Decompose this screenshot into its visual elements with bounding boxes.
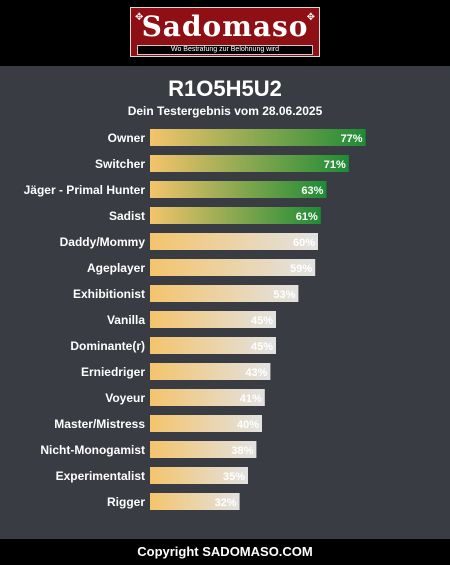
- category-label-sadist: Sadist: [109, 209, 145, 223]
- value-label-rigger: 32%: [215, 497, 237, 509]
- bar-erniedriger: [150, 363, 271, 380]
- bar-rigger: [150, 493, 240, 510]
- category-label-switcher: Switcher: [95, 157, 145, 171]
- bar-voyeur: [150, 389, 265, 406]
- result-panel: R1O5H5U2 Dein Testergebnis vom 28.06.202…: [0, 66, 450, 539]
- value-label-nicht-monogamist: 38%: [231, 445, 253, 457]
- value-label-sadist: 61%: [296, 211, 318, 223]
- value-label-vanilla: 45%: [251, 315, 273, 327]
- category-label-nicht-monogamist: Nicht-Monogamist: [40, 443, 145, 457]
- value-label-daddy-mommy: 60%: [293, 237, 315, 249]
- bar-nicht-monogamist: [150, 441, 257, 458]
- value-label-voyeur: 41%: [240, 393, 262, 405]
- copyright-text: Copyright SADOMASO.COM: [137, 544, 313, 559]
- category-label-ageplayer: Ageplayer: [87, 261, 145, 275]
- bar-ageplayer: [150, 259, 316, 276]
- category-label-rigger: Rigger: [107, 495, 145, 509]
- category-label-voyeur: Voyeur: [105, 391, 145, 405]
- value-label-master-mistress: 40%: [237, 419, 259, 431]
- result-title: R1O5H5U2: [168, 76, 282, 101]
- ornament-right-icon: ✥: [306, 12, 315, 23]
- value-label-switcher: 71%: [324, 159, 346, 171]
- value-label-experimentalist: 35%: [223, 471, 245, 483]
- category-label-master-mistress: Master/Mistress: [54, 417, 145, 431]
- header: ✥ ✥ Sadomaso Wo Bestrafung zur Belohnung…: [0, 0, 450, 66]
- bar-daddy-mommy: [150, 233, 318, 250]
- value-label-dominante-r: 45%: [251, 341, 273, 353]
- bar-sadist: [150, 207, 321, 224]
- sadomaso-logo[interactable]: ✥ ✥ Sadomaso Wo Bestrafung zur Belohnung…: [130, 7, 320, 57]
- bar-experimentalist: [150, 467, 248, 484]
- value-label-ageplayer: 59%: [290, 263, 312, 275]
- category-label-daddy-mommy: Daddy/Mommy: [60, 235, 146, 249]
- bar-jäger-primal-hunter: [150, 181, 327, 198]
- category-label-erniedriger: Erniedriger: [81, 365, 145, 379]
- value-label-jäger-primal-hunter: 63%: [301, 185, 323, 197]
- result-subtitle: Dein Testergebnis vom 28.06.2025: [127, 104, 323, 118]
- value-label-erniedriger: 43%: [245, 367, 267, 379]
- bar-exhibitionist: [150, 285, 299, 302]
- category-label-jäger-primal-hunter: Jäger - Primal Hunter: [24, 183, 146, 197]
- result-bar-chart: Owner 77% Switcher 71% Jäger - Primal Hunter…: [24, 129, 366, 510]
- bar-dominante-r: [150, 337, 276, 354]
- category-label-experimentalist: Experimentalist: [56, 469, 145, 483]
- category-label-owner: Owner: [108, 131, 146, 145]
- logo-title: Sadomaso: [141, 10, 309, 43]
- category-label-vanilla: Vanilla: [107, 313, 145, 327]
- ornament-left-icon: ✥: [135, 12, 144, 23]
- category-label-exhibitionist: Exhibitionist: [73, 287, 145, 301]
- bar-master-mistress: [150, 415, 262, 432]
- bar-owner: [150, 129, 366, 146]
- category-label-dominante-r: Dominante(r): [70, 339, 145, 353]
- logo-slogan: Wo Bestrafung zur Belohnung wird: [170, 46, 280, 53]
- logo-slogan-bar: Wo Bestrafung zur Belohnung wird: [137, 45, 313, 55]
- footer: Copyright SADOMASO.COM: [0, 539, 450, 565]
- bar-switcher: [150, 155, 349, 172]
- bar-vanilla: [150, 311, 276, 328]
- value-label-exhibitionist: 53%: [273, 289, 295, 301]
- value-label-owner: 77%: [341, 133, 363, 145]
